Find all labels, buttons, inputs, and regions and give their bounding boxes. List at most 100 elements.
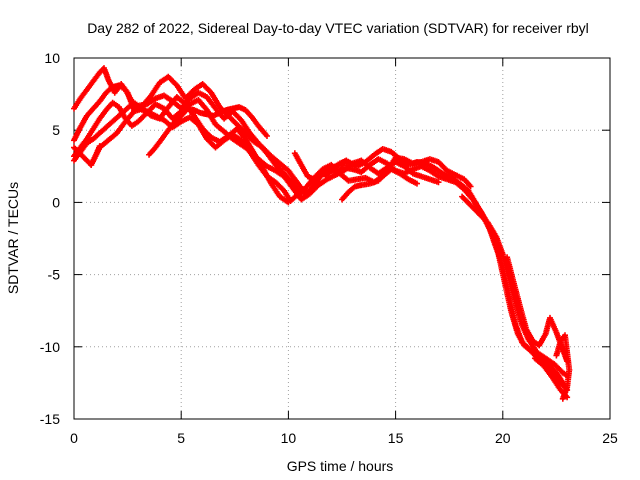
x-tick-labels: 0 5 10 15 20 25 (70, 430, 618, 446)
data-point-segment (243, 108, 255, 121)
data-point-segment (72, 95, 84, 110)
data-point-segment (539, 356, 553, 369)
data-point-segment (157, 104, 172, 121)
data-point-segment (500, 253, 513, 282)
y-axis-label: SDTVAR / TECUs (5, 182, 21, 294)
data-point-segment (428, 156, 442, 165)
data-point-segment (522, 343, 536, 356)
data-point-segment (506, 277, 519, 307)
data-point-segment (91, 130, 103, 141)
data-point-segment (288, 192, 300, 203)
data-point-segment (104, 118, 116, 130)
data-point-segment (533, 356, 547, 369)
data-point-segment (117, 83, 129, 93)
data-point-segment (559, 388, 571, 401)
data-point-segment (209, 135, 223, 145)
data-point-segment (218, 133, 232, 144)
data-point-segment (344, 158, 356, 168)
data-point-segment (72, 145, 86, 160)
data-point-segment (454, 172, 468, 183)
data-point-segment (154, 92, 167, 101)
data-point-segment (200, 127, 215, 141)
data-point-segment (265, 151, 279, 168)
series-arc-7 (146, 104, 270, 158)
data-point-segment (494, 235, 506, 258)
data-point-segment (137, 101, 150, 109)
data-point-segment (84, 125, 97, 141)
data-point-segment (278, 194, 292, 206)
series-arc-9 (339, 154, 474, 203)
y-tick-label: -10 (40, 339, 60, 355)
y-tick-labels: -15 -10 -5 0 5 10 (40, 50, 60, 427)
data-point-segment (196, 98, 210, 113)
data-point-segment (256, 141, 270, 157)
data-point-segment (175, 95, 189, 108)
data-point-segment (351, 166, 365, 176)
series-arc-6 (88, 143, 103, 168)
data-point-segment (445, 176, 459, 186)
data-point-segment (544, 356, 558, 368)
data-point-segment (239, 118, 253, 137)
data-point-segment (91, 115, 103, 131)
data-point-segment (97, 107, 110, 121)
data-point-segment (278, 161, 292, 174)
data-point-segment (541, 364, 556, 381)
data-point-segment (166, 118, 178, 132)
plot-area-frame (73, 57, 611, 420)
data-point-segment (561, 370, 571, 379)
data-point-segment (149, 79, 163, 97)
data-point-segment (78, 112, 90, 129)
data-point-segment (319, 170, 330, 178)
data-point-segment (93, 143, 103, 158)
data-point-segment (192, 114, 206, 132)
data-point-segment (183, 86, 198, 101)
data-point-segment (213, 122, 228, 135)
chart-title: Day 282 of 2022, Sidereal Day-to-day VTE… (87, 20, 589, 36)
data-point-segment (205, 95, 219, 112)
data-point-segment (274, 168, 288, 180)
data-point-segment (235, 127, 249, 142)
data-marks (71, 65, 573, 402)
data-point-segment (91, 98, 103, 111)
data-point-segment (495, 253, 508, 287)
data-point-segment (504, 256, 517, 285)
x-tick-label: 15 (388, 430, 404, 446)
data-point-segment (197, 90, 210, 100)
data-point-segment (78, 135, 90, 150)
data-point-segment (111, 82, 122, 90)
x-tick-label: 5 (177, 430, 185, 446)
y-tick-label: 0 (52, 194, 60, 210)
x-tick-label: 25 (602, 430, 618, 446)
x-tick-label: 10 (281, 430, 297, 446)
data-point-segment (424, 161, 438, 171)
data-point-segment (325, 172, 339, 182)
data-point-segment (91, 69, 103, 83)
data-point-segment (394, 159, 408, 170)
y-tick-label: -15 (40, 411, 60, 427)
data-point-segment (411, 163, 425, 172)
data-point-segment (243, 137, 258, 157)
data-point-segment (513, 302, 526, 329)
data-point-segment (502, 282, 515, 316)
data-point-segment (398, 171, 412, 183)
data-point-segment (381, 146, 395, 155)
data-point-segment (508, 310, 521, 337)
data-point-segment (282, 174, 296, 191)
data-point-segment (340, 189, 352, 202)
data-point-segment (179, 114, 193, 124)
data-point-segment (368, 177, 382, 187)
data-point-segment (511, 280, 523, 310)
data-point-segment (153, 135, 165, 150)
data-point-segment (171, 108, 185, 121)
data-point-segment (132, 105, 146, 114)
data-point-segment (428, 176, 442, 186)
data-point-segment (462, 177, 474, 190)
series-arc-10 (459, 193, 571, 379)
x-tick-label: 20 (495, 430, 511, 446)
data-point-segment (552, 362, 566, 376)
data-point-segment (462, 187, 476, 203)
data-point-segment (239, 138, 253, 155)
data-point-segment (299, 190, 313, 202)
data-point-segment (286, 169, 298, 183)
